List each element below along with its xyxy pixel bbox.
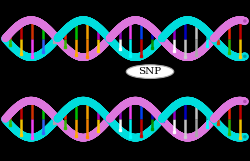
Text: SNP: SNP xyxy=(138,67,162,76)
Ellipse shape xyxy=(126,65,174,79)
